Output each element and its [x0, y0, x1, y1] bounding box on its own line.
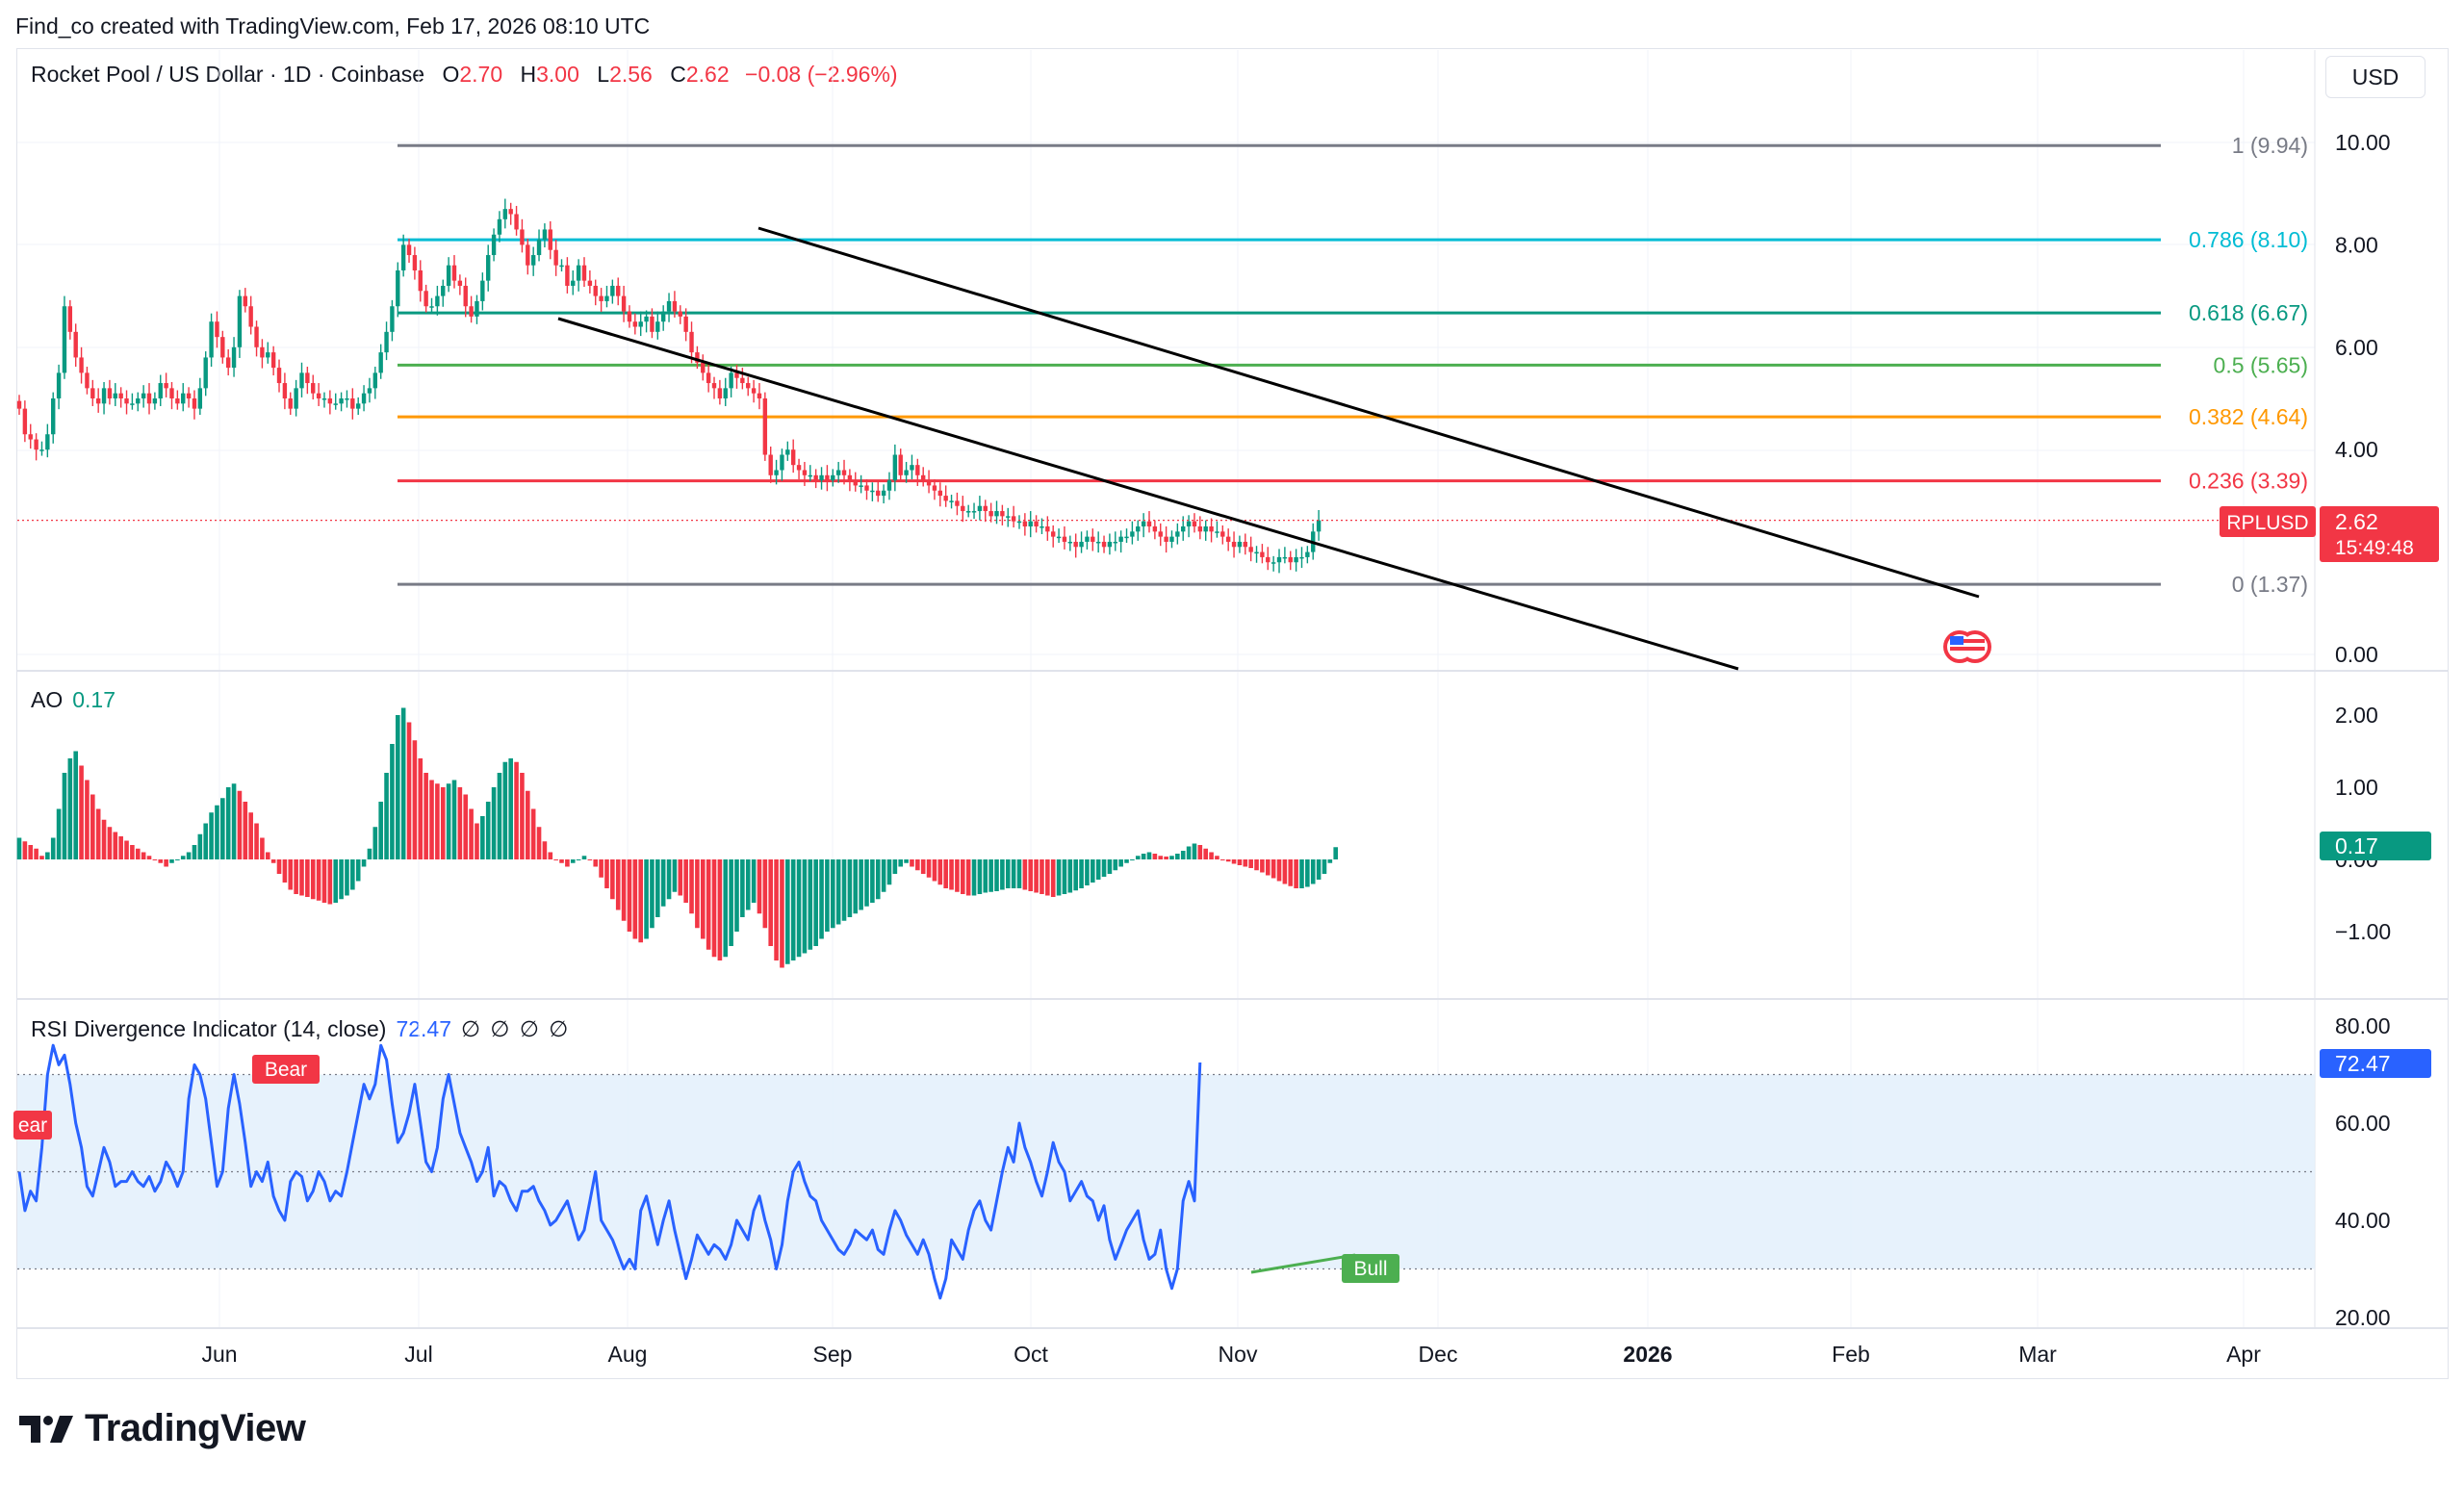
brand-name: TradingView [85, 1407, 306, 1449]
tradingview-logo-icon [19, 1415, 73, 1443]
ao-title: AO [31, 687, 64, 712]
high-label: H [520, 62, 537, 87]
open-label: O [442, 62, 460, 87]
open-value: 2.70 [459, 62, 503, 87]
close-label: C [670, 62, 686, 87]
tradingview-brand[interactable]: TradingView [19, 1407, 306, 1450]
created-by-text: Find_co created with TradingView.com, Fe… [15, 13, 651, 38]
chart-frame [16, 48, 2449, 1379]
change-value: −0.08 (−2.96%) [745, 62, 898, 87]
ao-legend: AO 0.17 [31, 687, 116, 713]
low-label: L [597, 62, 610, 87]
ao-value: 0.17 [72, 687, 116, 712]
rsi-title: RSI Divergence Indicator (14, close) [31, 1016, 387, 1041]
rsi-value: 72.47 [396, 1016, 451, 1041]
symbol-title: Rocket Pool / US Dollar · 1D · Coinbase [31, 62, 425, 87]
low-value: 2.56 [609, 62, 653, 87]
high-value: 3.00 [536, 62, 579, 87]
rsi-legend: RSI Divergence Indicator (14, close) 72.4… [31, 1016, 570, 1042]
symbol-legend: Rocket Pool / US Dollar · 1D · Coinbase … [31, 62, 898, 88]
currency-button[interactable]: USD [2325, 56, 2426, 98]
rsi-extra: ∅ ∅ ∅ ∅ [461, 1016, 571, 1041]
close-value: 2.62 [685, 62, 730, 87]
